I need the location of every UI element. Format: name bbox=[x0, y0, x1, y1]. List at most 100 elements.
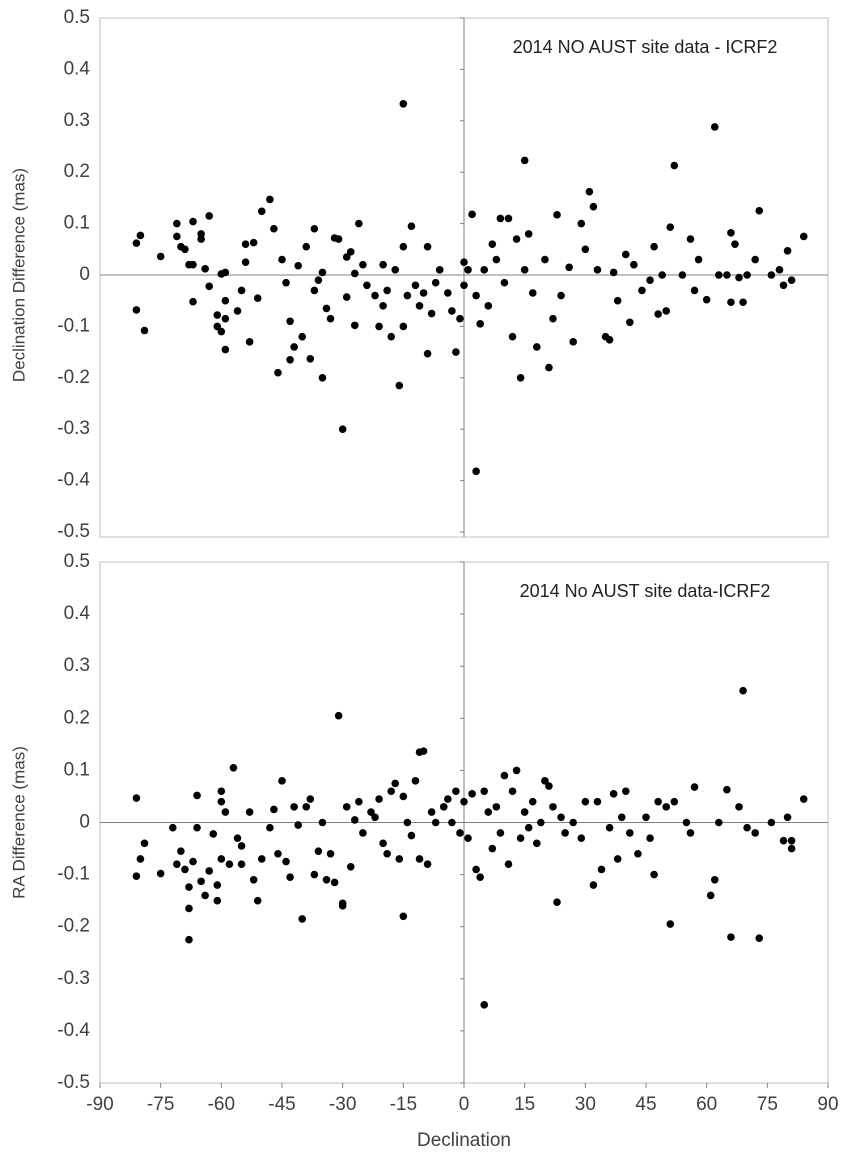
y-tick-label: 0.1 bbox=[64, 759, 90, 780]
point bbox=[355, 797, 363, 806]
point bbox=[140, 839, 149, 848]
y-tick-label: -0.2 bbox=[57, 916, 90, 937]
point bbox=[492, 803, 501, 811]
point bbox=[351, 269, 359, 278]
point bbox=[310, 286, 319, 295]
point bbox=[294, 821, 302, 829]
point bbox=[739, 686, 747, 695]
point bbox=[156, 252, 165, 261]
point bbox=[286, 356, 294, 364]
point bbox=[173, 219, 181, 228]
point bbox=[456, 314, 464, 323]
point bbox=[274, 849, 282, 858]
point bbox=[452, 348, 460, 356]
point bbox=[233, 834, 242, 842]
point bbox=[537, 818, 545, 827]
point bbox=[193, 823, 201, 832]
point bbox=[646, 834, 654, 842]
y-tick-label: -0.3 bbox=[57, 418, 90, 439]
y-tick-label: -0.5 bbox=[57, 1072, 90, 1093]
point bbox=[185, 935, 193, 944]
point bbox=[173, 860, 181, 868]
point bbox=[448, 818, 456, 827]
point bbox=[342, 293, 351, 301]
point bbox=[326, 314, 335, 323]
point bbox=[751, 829, 759, 837]
point bbox=[266, 823, 274, 832]
point bbox=[197, 235, 205, 243]
point bbox=[686, 829, 695, 837]
point bbox=[686, 235, 695, 243]
point bbox=[723, 271, 731, 279]
point bbox=[270, 805, 278, 814]
point bbox=[569, 818, 577, 827]
point bbox=[541, 777, 549, 785]
point bbox=[662, 307, 671, 315]
point bbox=[257, 855, 266, 863]
point bbox=[310, 224, 319, 233]
point bbox=[217, 787, 226, 796]
x-tick-label: -15 bbox=[390, 1094, 417, 1115]
point bbox=[545, 782, 553, 790]
x-tick-label: 45 bbox=[635, 1094, 656, 1115]
point bbox=[189, 217, 197, 226]
point bbox=[241, 240, 250, 248]
point bbox=[464, 266, 472, 274]
point bbox=[221, 296, 230, 305]
point bbox=[371, 813, 379, 822]
point bbox=[278, 777, 286, 785]
point bbox=[391, 779, 400, 788]
point bbox=[666, 223, 675, 231]
point bbox=[650, 870, 658, 879]
point bbox=[399, 242, 408, 251]
point bbox=[577, 219, 586, 228]
point bbox=[508, 787, 517, 796]
point bbox=[613, 296, 622, 305]
point bbox=[359, 260, 367, 269]
point bbox=[662, 803, 671, 811]
point bbox=[553, 898, 561, 907]
point bbox=[249, 238, 258, 247]
point bbox=[205, 867, 213, 875]
point bbox=[375, 322, 383, 331]
point bbox=[500, 278, 509, 287]
point bbox=[177, 847, 185, 855]
point bbox=[460, 797, 468, 806]
point bbox=[476, 873, 484, 882]
point bbox=[245, 338, 254, 346]
point bbox=[508, 332, 517, 341]
point bbox=[318, 374, 327, 382]
point bbox=[326, 849, 335, 858]
point bbox=[767, 271, 776, 279]
point bbox=[690, 286, 699, 295]
point bbox=[375, 795, 383, 803]
point bbox=[439, 803, 448, 811]
point bbox=[306, 795, 315, 803]
point bbox=[217, 855, 226, 863]
point bbox=[613, 855, 622, 863]
y-tick-label: -0.1 bbox=[57, 315, 90, 336]
point bbox=[520, 156, 529, 165]
point bbox=[197, 877, 205, 886]
point bbox=[411, 777, 420, 785]
point bbox=[678, 271, 687, 279]
point bbox=[431, 278, 440, 287]
point bbox=[670, 161, 679, 170]
point bbox=[650, 242, 658, 251]
point bbox=[181, 865, 189, 874]
point bbox=[496, 829, 505, 837]
point bbox=[751, 255, 759, 264]
point bbox=[399, 912, 408, 921]
point bbox=[351, 816, 359, 824]
point bbox=[221, 345, 230, 354]
y-tick-label: 0 bbox=[79, 264, 90, 285]
point bbox=[775, 266, 784, 274]
y-tick-label: 0 bbox=[79, 812, 90, 833]
y-tick-label: 0.2 bbox=[64, 707, 90, 728]
point bbox=[379, 260, 387, 269]
point bbox=[609, 268, 618, 277]
point bbox=[363, 281, 371, 290]
point bbox=[710, 123, 719, 131]
point bbox=[787, 836, 796, 845]
point bbox=[512, 235, 521, 243]
